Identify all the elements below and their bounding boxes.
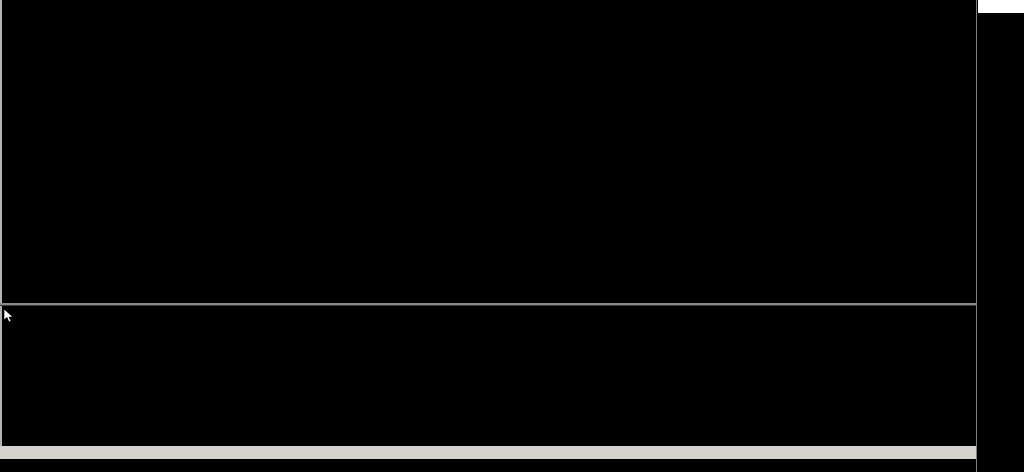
time-axis[interactable] (0, 459, 976, 472)
main-chart-canvas[interactable] (0, 0, 976, 303)
panel-separator[interactable] (0, 303, 976, 306)
chart-title (8, 4, 16, 16)
indicator-header (16, 307, 72, 318)
current-price-tag (978, 0, 1024, 13)
status-bar (0, 446, 976, 459)
mouse-cursor-icon (3, 309, 14, 323)
price-scale[interactable] (976, 0, 1024, 472)
indicator-panel-canvas[interactable] (0, 303, 976, 446)
window-border (0, 0, 2, 472)
